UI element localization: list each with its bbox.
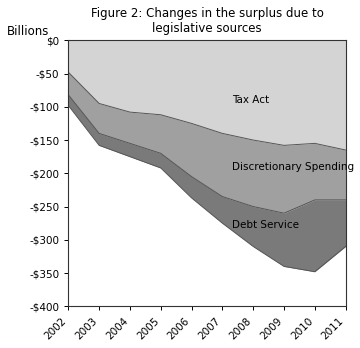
Text: Discretionary Spending: Discretionary Spending [231, 161, 354, 172]
Title: Figure 2: Changes in the surplus due to
legislative sources: Figure 2: Changes in the surplus due to … [90, 7, 323, 35]
Text: Debt Service: Debt Service [231, 220, 299, 230]
Text: Billions: Billions [7, 25, 50, 38]
Text: Tax Act: Tax Act [231, 95, 269, 105]
